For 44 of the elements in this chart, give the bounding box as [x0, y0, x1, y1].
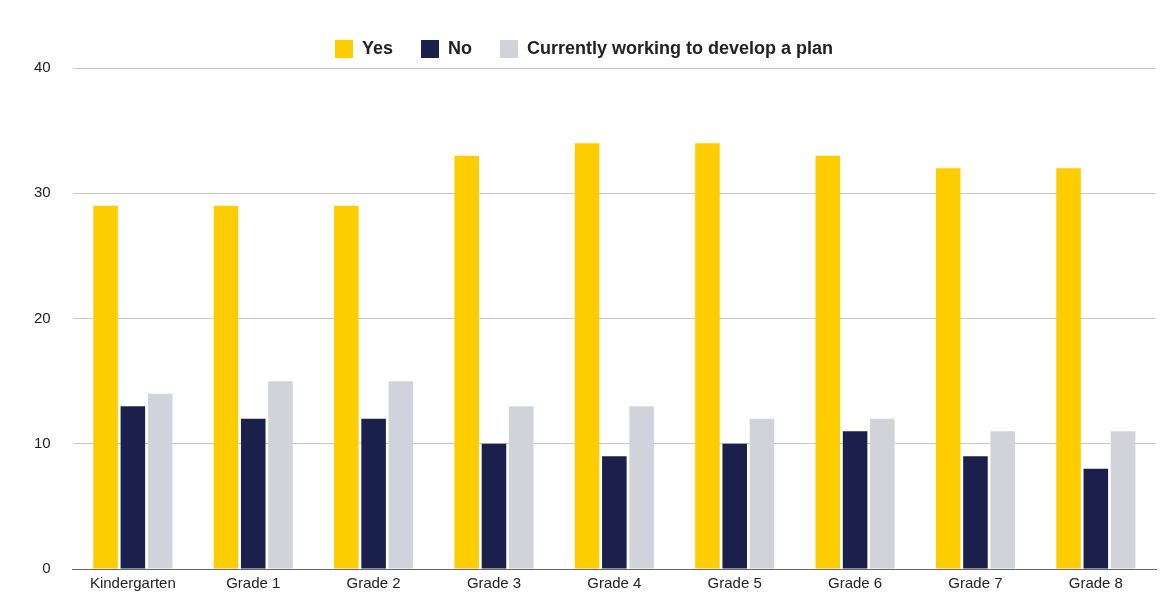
x-tick-label: Grade 3 [466, 574, 522, 592]
bar [481, 443, 507, 569]
bar [695, 143, 720, 569]
bar [454, 155, 479, 569]
bar [722, 443, 747, 569]
bar [629, 406, 654, 569]
x-tick-label: Grade 5 [707, 574, 762, 592]
bar [749, 418, 775, 569]
bar [213, 205, 239, 569]
bar [815, 155, 841, 569]
bar [268, 381, 293, 569]
y-tick-label: 0 [42, 559, 51, 577]
x-tick-label: Grade 1 [226, 574, 281, 592]
x-tick-label: Grade 7 [948, 574, 1003, 592]
x-tick-label: Kindergarten [89, 574, 176, 592]
y-tick-label: 30 [34, 183, 51, 201]
bar [1056, 168, 1081, 569]
y-tick-label: 10 [34, 433, 51, 451]
x-tick-label: Grade 4 [587, 574, 642, 592]
x-tick-label: Grade 6 [827, 574, 883, 592]
bar [1110, 431, 1136, 569]
legend-label: No [448, 37, 472, 58]
bar [990, 431, 1016, 569]
x-tick-label: Grade 2 [346, 574, 401, 592]
bar [508, 406, 534, 569]
bar [147, 393, 173, 569]
bar [361, 418, 386, 569]
bar [93, 205, 118, 569]
bar [388, 381, 414, 569]
y-tick-label: 20 [34, 308, 51, 326]
legend-label: Yes [361, 37, 394, 58]
bar [334, 205, 359, 569]
bar [120, 406, 146, 569]
bar [1083, 468, 1109, 569]
bar [842, 431, 868, 569]
x-tick-label: Grade 8 [1068, 574, 1123, 592]
legend-label: Currently working to develop a plan [526, 37, 834, 58]
bar [870, 418, 895, 569]
bar [935, 168, 961, 569]
bar [240, 418, 266, 569]
bar [602, 456, 627, 569]
bar [574, 143, 600, 569]
y-tick-label: 40 [34, 58, 51, 76]
bar [963, 456, 988, 569]
